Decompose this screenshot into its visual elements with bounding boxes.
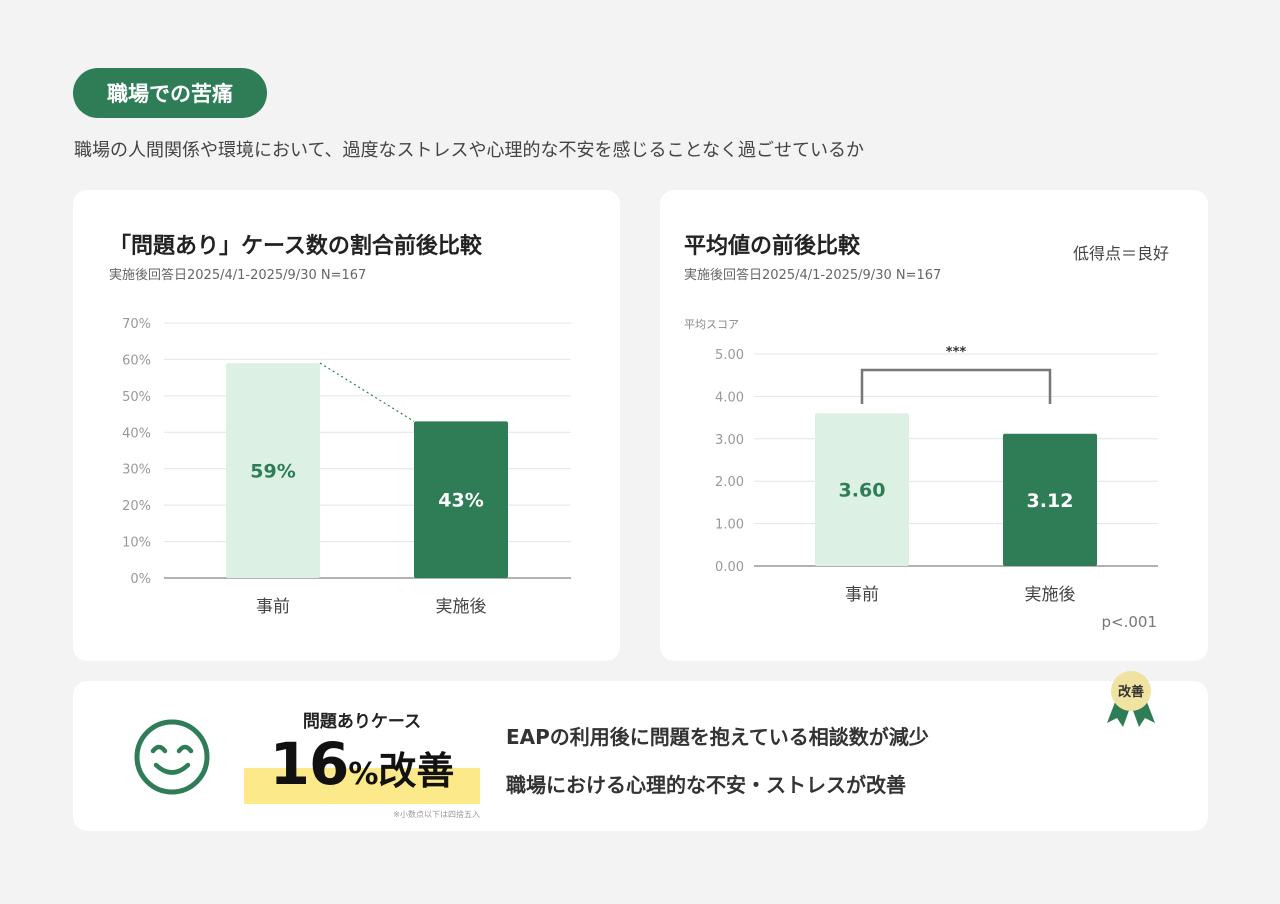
x-category-label: 事前 xyxy=(256,597,290,617)
y-tick-label: 40% xyxy=(122,426,151,441)
ratio-bar-chart: 0% 10% 20% 30% 40% 50% 60% 70% 59% 事前 43% 実施後 xyxy=(122,317,571,617)
y-tick-label: 0% xyxy=(130,572,151,587)
y-tick-label: 4.00 xyxy=(715,390,744,405)
y-tick-label: 5.00 xyxy=(715,348,744,363)
ratio-chart-title: 「問題あり」ケース数の割合前後比較 xyxy=(109,234,482,259)
connector-line xyxy=(319,362,415,422)
mean-bar-chart: 0.00 1.00 2.00 3.00 4.00 5.00 平均スコア 3.60 事前 3.12 実… xyxy=(684,318,1158,631)
bar-value-label: 3.60 xyxy=(839,480,886,502)
bar-after xyxy=(1003,433,1097,566)
y-tick-label: 2.00 xyxy=(715,475,744,490)
ratio-chart-meta: 実施後回答日2025/4/1-2025/9/30 N=167 xyxy=(109,268,367,283)
y-tick-label: 3.00 xyxy=(715,433,744,448)
badge-label: 改善 xyxy=(1118,684,1144,700)
ratio-chart-card: 「問題あり」ケース数の割合前後比較 実施後回答日2025/4/1-2025/9/… xyxy=(73,190,620,661)
significance-stars: *** xyxy=(946,345,967,360)
x-category-label: 事前 xyxy=(845,585,879,605)
y-axis-label: 平均スコア xyxy=(684,318,739,331)
bar-after xyxy=(414,421,508,578)
improvement-badge: 改善 xyxy=(1107,671,1155,727)
mean-chart-meta: 実施後回答日2025/4/1-2025/9/30 N=167 xyxy=(684,268,942,283)
section-label: 職場での苦痛 xyxy=(73,68,267,118)
summary-card xyxy=(73,681,1208,831)
improvement-unit: % xyxy=(348,757,379,792)
p-value-label: p<.001 xyxy=(1102,613,1158,631)
improvement-word: 改善 xyxy=(378,749,455,793)
section-subtitle: 職場の人間関係や環境において、過度なストレスや心理的な不安を感じることなく過ごせ… xyxy=(74,140,865,161)
summary-line-1: EAPの利用後に問題を抱えている相談数が減少 xyxy=(506,725,929,749)
y-tick-label: 30% xyxy=(122,463,151,478)
summary-line-2: 職場における心理的な不安・ストレスが改善 xyxy=(506,773,906,797)
bar-before xyxy=(815,413,909,566)
mean-chart-title: 平均値の前後比較 xyxy=(684,234,861,259)
smile-icon xyxy=(134,719,210,795)
mean-chart-card: 平均値の前後比較 実施後回答日2025/4/1-2025/9/30 N=167 … xyxy=(660,190,1208,661)
x-category-label: 実施後 xyxy=(436,597,487,617)
bar-value-label: 3.12 xyxy=(1027,490,1074,512)
bar-value-label: 43% xyxy=(438,490,483,512)
y-tick-label: 60% xyxy=(122,353,151,368)
y-tick-label: 20% xyxy=(122,499,151,514)
y-tick-label: 0.00 xyxy=(715,560,744,575)
highlight-band xyxy=(244,768,480,804)
improvement-figure: 16%改善 xyxy=(244,730,480,798)
score-direction-note: 低得点＝良好 xyxy=(1073,244,1170,263)
y-tick-label: 70% xyxy=(122,317,151,332)
x-category-label: 実施後 xyxy=(1025,585,1076,605)
rounding-footnote: ※小数点以下は四捨五入 xyxy=(393,810,480,819)
improvement-value: 16 xyxy=(269,730,350,798)
significance-bracket xyxy=(860,368,1052,404)
y-tick-label: 50% xyxy=(122,390,151,405)
y-tick-label: 1.00 xyxy=(715,518,744,533)
bar-before xyxy=(226,363,320,578)
badge-medal xyxy=(1111,671,1151,711)
y-tick-label: 10% xyxy=(122,536,151,551)
case-label: 問題ありケース xyxy=(302,712,422,732)
bar-value-label: 59% xyxy=(250,461,295,483)
